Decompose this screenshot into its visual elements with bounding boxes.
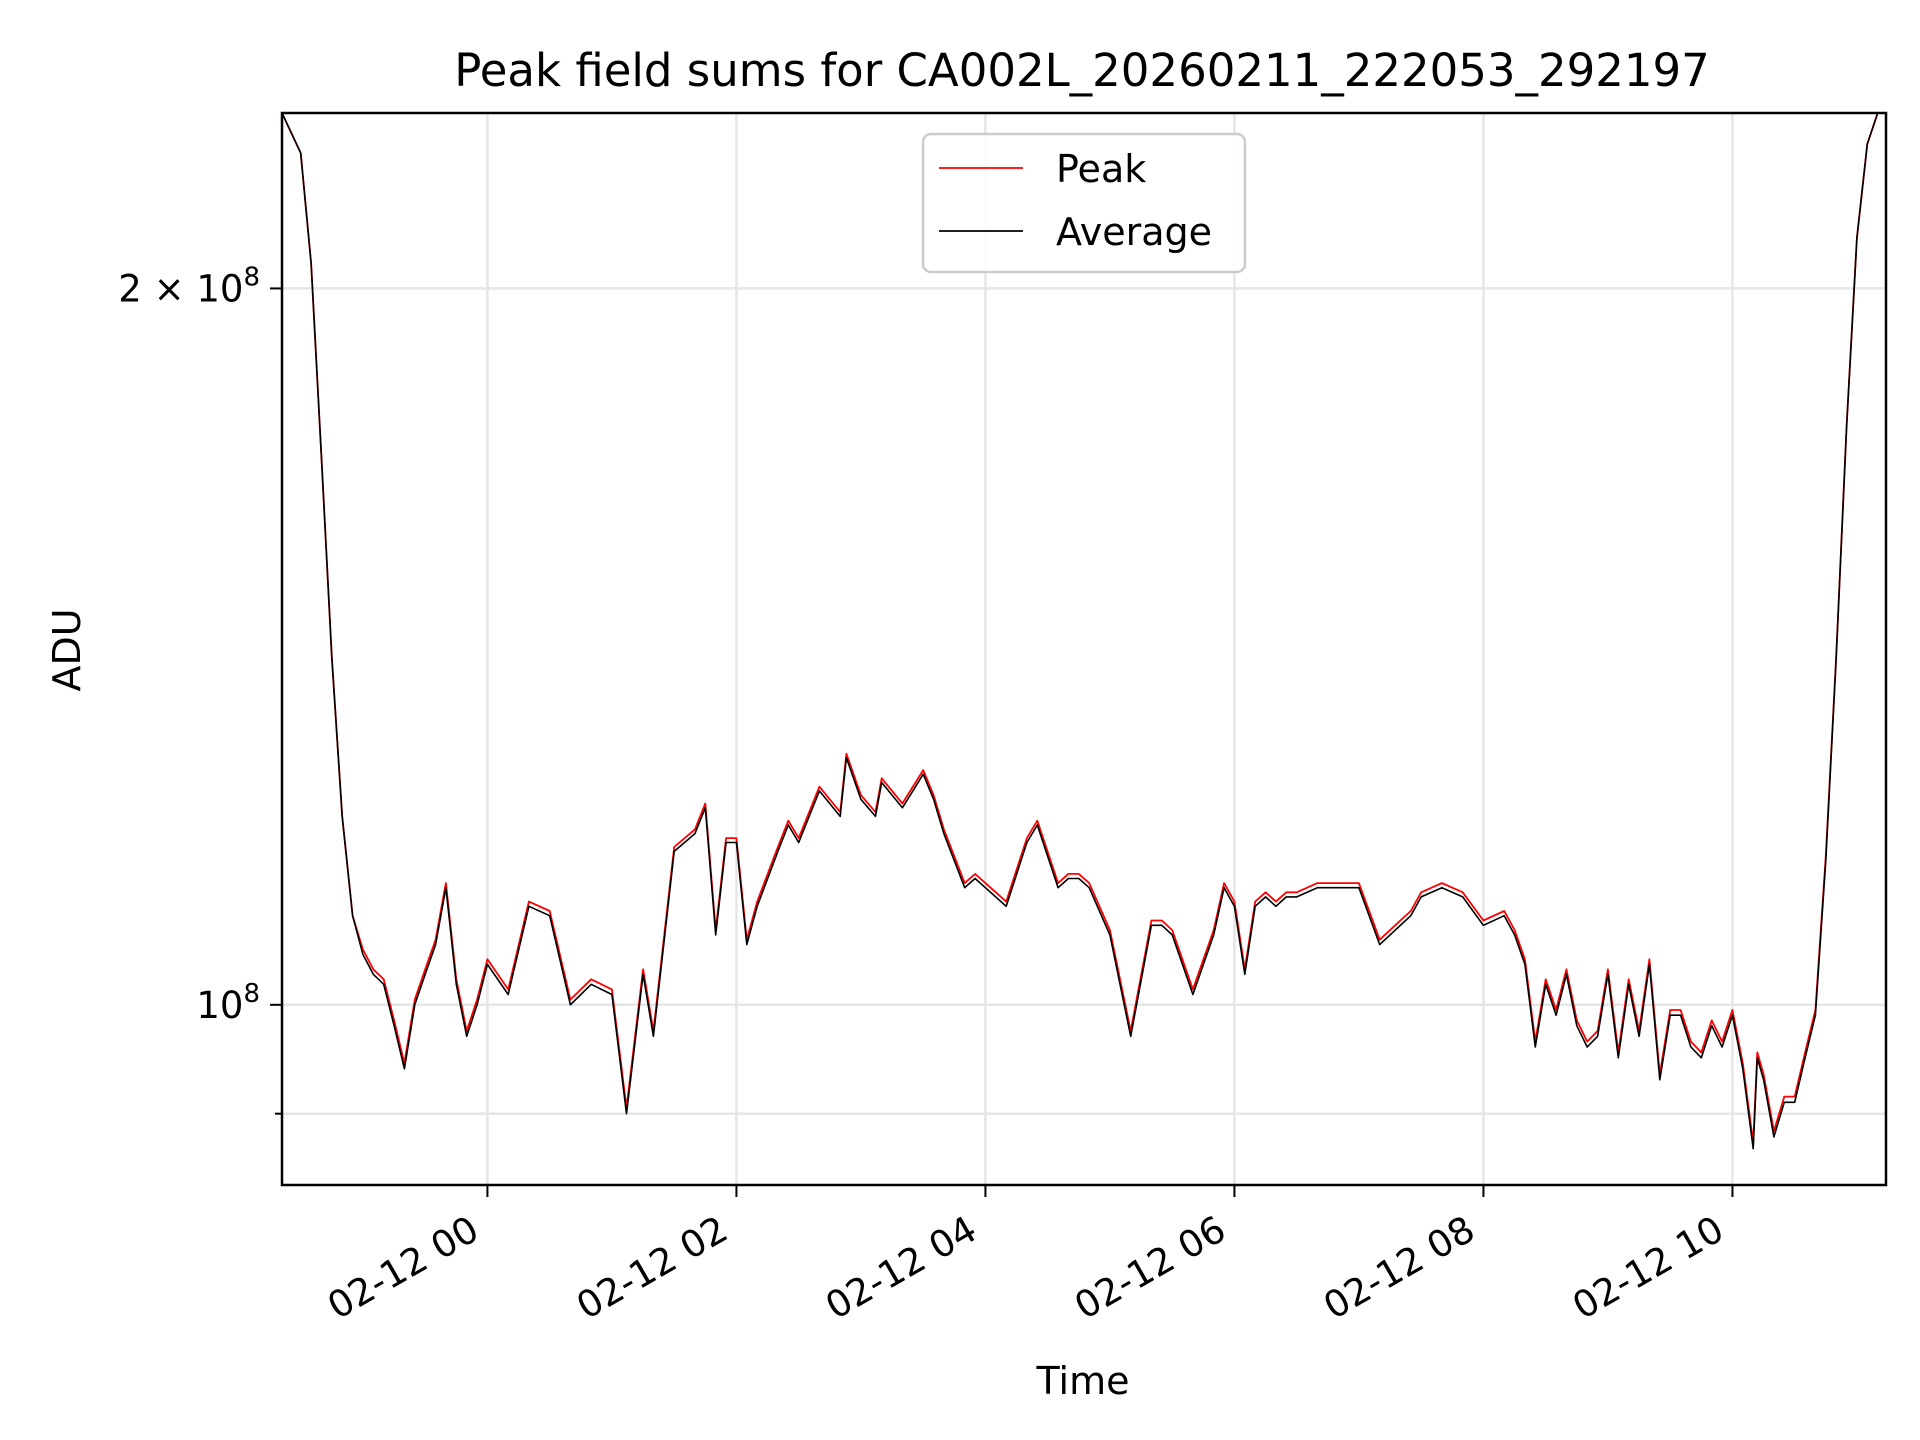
- legend: Peak Average: [921, 132, 1247, 274]
- series-line-peak: [281, 112, 1879, 1144]
- legend-label-average: Average: [1056, 210, 1212, 254]
- x-axis-label: Time: [1036, 1359, 1130, 1403]
- y-tick-label: 108: [196, 979, 260, 1027]
- series-line-average: [281, 112, 1879, 1150]
- series-layer: [281, 112, 1879, 1150]
- plot-frame: [280, 111, 1888, 1187]
- y-axis: 2 × 108 108: [118, 262, 282, 1115]
- y-axis-label: ADU: [45, 608, 89, 691]
- chart-title: Peak field sums for CA002L_20260211_2220…: [454, 44, 1710, 97]
- grid: [282, 113, 1886, 1185]
- legend-label-peak: Peak: [1056, 147, 1146, 191]
- y-tick-label: 2 × 108: [118, 262, 260, 310]
